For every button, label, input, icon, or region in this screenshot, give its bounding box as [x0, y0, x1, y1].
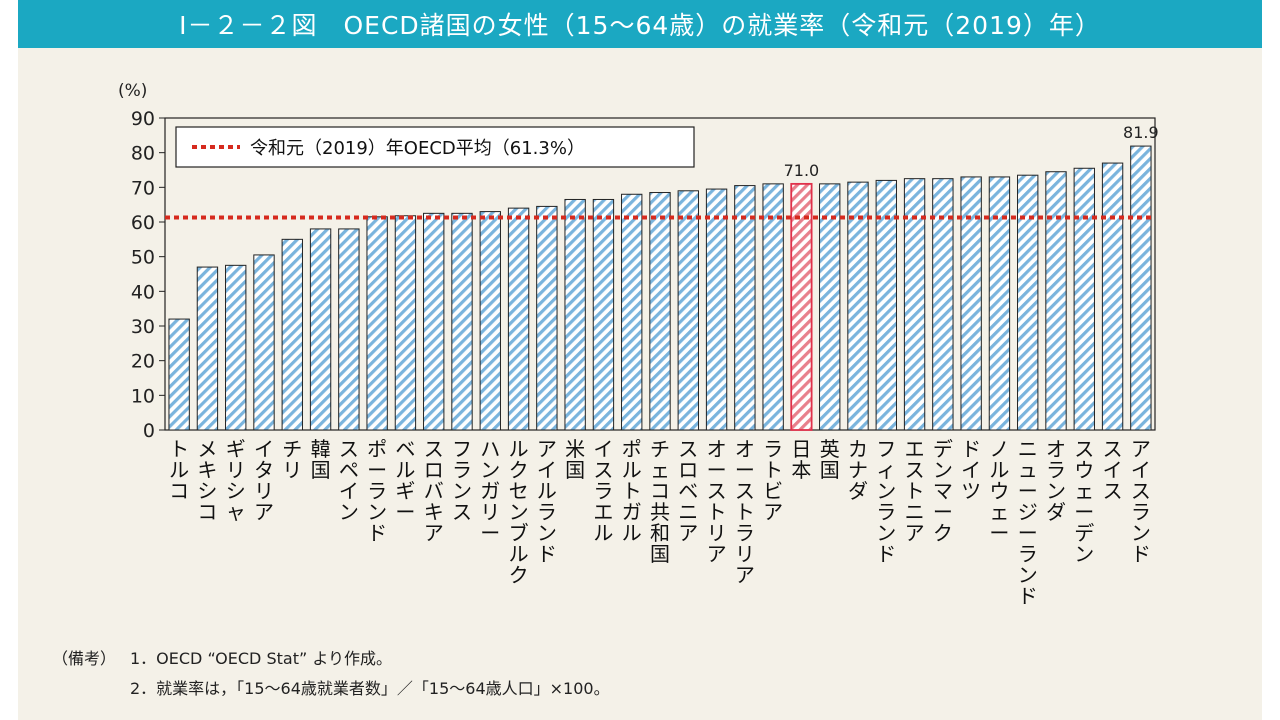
category-label: フランス [452, 437, 472, 524]
bar [1017, 174, 1039, 431]
category-label: イタリア [254, 437, 274, 524]
bar [423, 212, 445, 431]
y-tick-label: 30 [131, 316, 155, 338]
bar [564, 198, 586, 431]
bar [988, 176, 1011, 431]
bar [451, 212, 473, 431]
bar [819, 183, 841, 431]
category-label: ハンガリー [480, 437, 500, 545]
bar [903, 178, 926, 431]
category-label: フィンランド [876, 437, 896, 566]
y-tick-label: 20 [131, 351, 155, 373]
bar [338, 228, 360, 431]
bar [536, 205, 558, 431]
category-label: イスラエル [593, 437, 613, 545]
category-label: オーストリア [707, 437, 727, 566]
category-label: ノルウェー [989, 437, 1009, 545]
bar [1045, 171, 1067, 431]
bar [309, 228, 332, 431]
legend-label: 令和元（2019）年OECD平均（61.3%） [250, 138, 585, 159]
category-label: メキシコ [197, 437, 217, 524]
category-label: ドイツ [961, 437, 981, 503]
bar [705, 188, 728, 431]
bar-highlight [790, 182, 813, 431]
category-label: ニュージーランド [1018, 437, 1038, 608]
bar [592, 198, 615, 431]
bar [847, 181, 869, 431]
legend-box [175, 126, 695, 168]
bar [677, 190, 699, 431]
bar [649, 192, 671, 431]
notes: （備考） 1．OECD “OECD Stat” より作成。 2．就業率は，「15… [52, 644, 610, 704]
bar [1073, 167, 1095, 431]
category-label: 米国 [565, 437, 585, 482]
category-label: ルクセンブルク [509, 437, 529, 587]
category-label: ギリシャ [226, 437, 246, 524]
category-label: 日本 [791, 437, 811, 482]
y-tick-label: 70 [131, 177, 155, 199]
category-label: ポーランド [367, 437, 387, 545]
bar [394, 215, 417, 431]
note-item: 1．OECD “OECD Stat” より作成。 [130, 649, 393, 668]
category-label: スロバキア [424, 437, 444, 545]
y-tick-label: 50 [131, 247, 155, 269]
category-label: アイルランド [537, 437, 557, 566]
category-label: 韓国 [311, 437, 331, 482]
data-label: 81.9 [1123, 123, 1159, 142]
note-item: 2．就業率は，「15～64歳就業者数」／「15～64歳人口」×100。 [130, 679, 610, 698]
y-tick-label: 0 [143, 420, 155, 442]
category-label: 英国 [820, 437, 840, 482]
category-label: スウェーデン [1074, 437, 1094, 566]
bar [507, 207, 530, 431]
figure-title: Ⅰ－２－２図 OECD諸国の女性（15～64歳）の就業率（令和元（2019）年） [18, 0, 1262, 48]
category-label: スイス [1103, 437, 1123, 503]
bar [366, 216, 388, 431]
bar [1101, 162, 1124, 431]
category-label: ベルギー [395, 437, 415, 524]
category-label: ラトビア [763, 437, 783, 524]
category-label: トルコ [169, 437, 189, 503]
bar [960, 176, 982, 431]
y-tick-label: 60 [131, 212, 155, 234]
bar [621, 193, 643, 431]
bar [932, 178, 954, 431]
y-tick-label: 40 [131, 281, 155, 303]
bar [196, 266, 219, 431]
y-tick-label: 90 [131, 108, 155, 130]
bar [762, 183, 784, 431]
category-label: オーストラリア [735, 437, 755, 587]
category-label: オランダ [1046, 437, 1066, 524]
data-label: 71.0 [784, 161, 820, 180]
y-tick-label: 10 [131, 385, 155, 407]
bar [479, 211, 501, 431]
y-axis-unit-label: (%) [118, 81, 147, 101]
bar [168, 318, 190, 431]
notes-label: （備考） [52, 649, 117, 668]
bar [734, 185, 756, 431]
bar [253, 254, 275, 431]
category-label: エストニア [905, 437, 925, 545]
bar [875, 179, 897, 431]
bar [281, 238, 303, 431]
category-label: スペイン [339, 437, 359, 524]
category-label: チリ [282, 437, 302, 482]
bar [1130, 145, 1152, 431]
category-label: スロベニア [678, 437, 698, 545]
category-label: デンマーク [933, 437, 953, 545]
category-label: アイスランド [1131, 437, 1151, 566]
category-label: チェコ共和国 [650, 437, 670, 566]
category-label: ポルトガル [622, 437, 642, 545]
bar [225, 264, 247, 431]
y-tick-label: 80 [131, 143, 155, 165]
category-label: カナダ [848, 437, 868, 503]
